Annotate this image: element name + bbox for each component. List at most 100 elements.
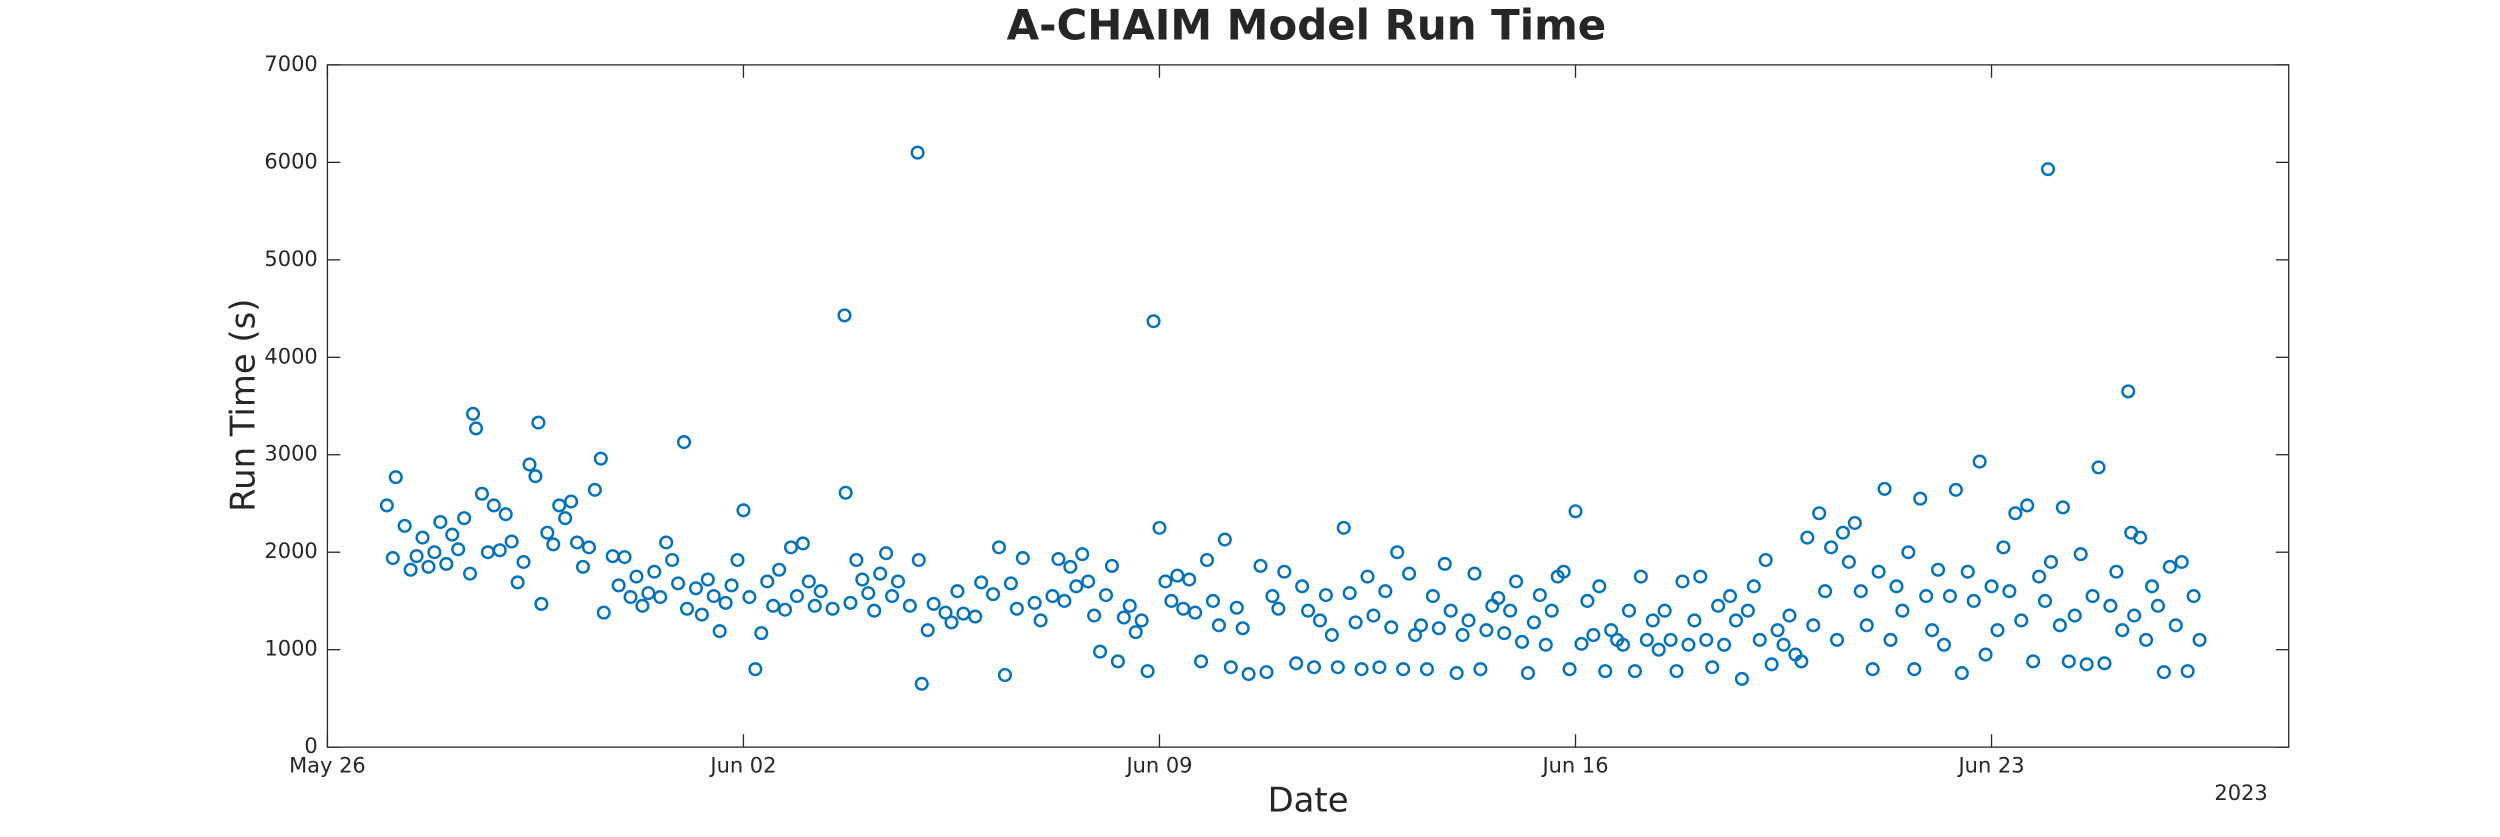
data-point <box>1390 545 1405 560</box>
data-point <box>2162 559 2177 574</box>
data-point <box>2156 665 2171 680</box>
data-point <box>1818 584 1833 599</box>
x-tick-label: Jun 23 <box>1957 754 2025 778</box>
data-point <box>1693 569 1708 584</box>
data-point <box>2174 554 2189 569</box>
data-point <box>1556 564 1571 579</box>
data-point <box>1324 628 1339 643</box>
data-point <box>1455 628 1470 643</box>
data-point <box>2186 589 2201 604</box>
data-point <box>1889 579 1904 594</box>
data-point <box>1942 589 1957 604</box>
data-point <box>403 562 418 577</box>
y-tick-label: 0 <box>304 734 317 758</box>
data-point <box>1621 603 1637 618</box>
data-point <box>605 549 620 564</box>
data-point <box>902 598 917 613</box>
data-point <box>540 525 555 540</box>
data-point <box>474 486 489 501</box>
data-point <box>986 587 1001 602</box>
data-point <box>1764 657 1779 672</box>
data-point <box>1461 613 1476 628</box>
data-point <box>587 482 602 497</box>
data-point <box>1931 562 1946 577</box>
data-point <box>974 575 989 590</box>
data-point <box>1289 656 1304 671</box>
data-point <box>1604 623 1619 638</box>
data-point <box>1598 664 1613 679</box>
data-point <box>718 595 733 610</box>
data-point <box>1200 552 1215 568</box>
data-point <box>1503 603 1518 618</box>
data-point <box>1687 613 1702 628</box>
data-point <box>1223 660 1238 675</box>
data-point <box>397 518 412 533</box>
data-point <box>2085 589 2100 604</box>
data-point <box>1752 632 1767 647</box>
data-point <box>1402 566 1417 581</box>
data-point <box>1925 623 1940 638</box>
plot-frame <box>326 64 2290 748</box>
data-point <box>2168 618 2183 633</box>
data-point <box>838 485 853 500</box>
data-point <box>1901 545 1916 560</box>
data-point <box>1651 642 1666 657</box>
data-point <box>968 609 983 624</box>
data-point <box>1592 579 1607 594</box>
data-point <box>1699 632 1714 647</box>
data-point <box>688 581 703 596</box>
data-point <box>665 552 680 568</box>
data-point <box>1205 593 1220 608</box>
data-point <box>885 589 900 604</box>
data-point <box>742 590 757 605</box>
data-point <box>772 562 787 577</box>
data-point <box>1728 613 1743 628</box>
data-point <box>1645 613 1660 628</box>
data-point <box>1431 621 1446 636</box>
data-point <box>1063 559 1078 574</box>
data-point <box>1408 628 1423 643</box>
data-point <box>2127 608 2142 623</box>
data-point <box>890 574 905 589</box>
data-point <box>1948 482 1963 497</box>
data-point <box>795 536 810 551</box>
data-point <box>873 566 888 581</box>
data-point <box>730 552 745 568</box>
data-point <box>1348 615 1363 630</box>
data-point <box>2040 162 2056 177</box>
data-point <box>379 498 394 513</box>
data-point <box>677 435 692 450</box>
data-point <box>1425 589 1440 604</box>
data-point <box>1936 637 1952 652</box>
x-tick-label: Jun 16 <box>1540 754 1608 778</box>
data-point <box>1485 598 1500 613</box>
data-point <box>1562 662 1577 677</box>
data-point <box>635 598 650 613</box>
data-point <box>1116 610 1131 625</box>
data-point <box>1306 660 1322 675</box>
data-point <box>1663 632 1678 647</box>
data-point <box>1835 525 1850 540</box>
data-point <box>1051 552 1066 567</box>
data-point <box>1069 579 1084 594</box>
data-point <box>1003 576 1018 591</box>
data-point <box>956 606 971 621</box>
data-point <box>1164 593 1179 608</box>
data-point <box>1830 632 1845 647</box>
data-point <box>1913 491 1928 506</box>
data-point <box>2020 498 2035 513</box>
data-point <box>1497 626 1512 641</box>
data-point <box>1360 569 1375 584</box>
data-point <box>1859 618 1874 633</box>
data-point <box>593 451 608 466</box>
data-point <box>2008 506 2023 521</box>
data-point <box>1675 574 1690 589</box>
data-point <box>1396 662 1411 677</box>
data-point <box>1574 636 1589 651</box>
data-point <box>415 530 430 545</box>
data-point <box>825 601 840 616</box>
data-point <box>2032 569 2047 584</box>
data-point <box>1170 568 1185 583</box>
y-tick-label: 2000 <box>264 539 317 563</box>
